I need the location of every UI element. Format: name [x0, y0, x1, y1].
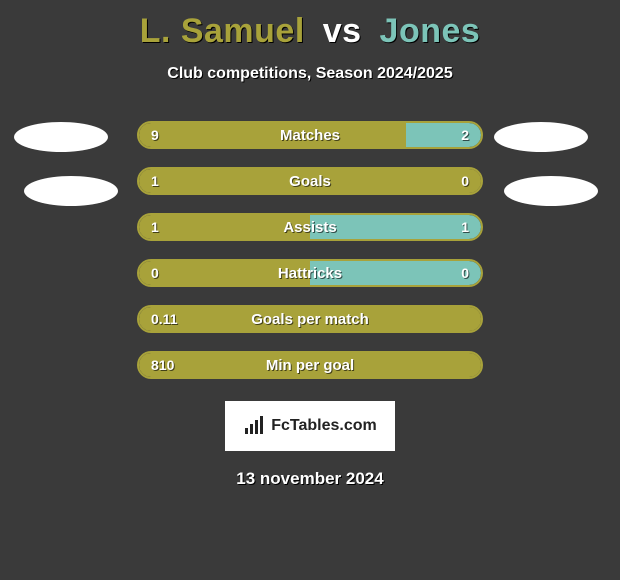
team-badge-placeholder [494, 122, 588, 152]
stat-row: 1 1 Assists [137, 213, 483, 241]
stat-row: 0.11 Goals per match [137, 305, 483, 333]
stat-value-left: 0.11 [151, 311, 177, 327]
stat-label: Hattricks [278, 265, 342, 282]
stat-value-left: 1 [151, 219, 159, 235]
stat-label: Min per goal [266, 357, 354, 374]
stat-value-right: 0 [461, 265, 469, 281]
stat-value-right: 1 [461, 219, 469, 235]
bar-right [406, 123, 481, 147]
stat-row: 1 0 Goals [137, 167, 483, 195]
team-badge-placeholder [504, 176, 598, 206]
stat-value-left: 1 [151, 173, 159, 189]
team-badge-placeholder [24, 176, 118, 206]
stat-value-left: 0 [151, 265, 159, 281]
stat-label: Assists [283, 219, 336, 236]
subtitle: Club competitions, Season 2024/2025 [0, 65, 620, 83]
stat-label: Matches [280, 127, 340, 144]
stat-label: Goals [289, 173, 331, 190]
stat-value-right: 0 [461, 173, 469, 189]
date-text: 13 november 2024 [0, 469, 620, 489]
player1-name: L. Samuel [140, 12, 305, 50]
vs-text: vs [323, 12, 362, 50]
logo-text: FcTables.com [271, 417, 377, 435]
stat-value-left: 810 [151, 357, 174, 373]
player2-name: Jones [380, 12, 481, 50]
bar-left [139, 123, 406, 147]
team-badge-placeholder [14, 122, 108, 152]
stat-row: 810 Min per goal [137, 351, 483, 379]
fctables-logo: FcTables.com [225, 401, 395, 451]
chart-bars-icon [243, 416, 265, 436]
stat-value-left: 9 [151, 127, 159, 143]
comparison-title: L. Samuel vs Jones [0, 0, 620, 51]
stat-label: Goals per match [251, 311, 369, 328]
stat-row: 0 0 Hattricks [137, 259, 483, 287]
stat-row: 9 2 Matches [137, 121, 483, 149]
stat-value-right: 2 [461, 127, 469, 143]
stats-container: 9 2 Matches 1 0 Goals 1 1 Assists 0 0 Hattricks 0.11… [0, 121, 620, 379]
